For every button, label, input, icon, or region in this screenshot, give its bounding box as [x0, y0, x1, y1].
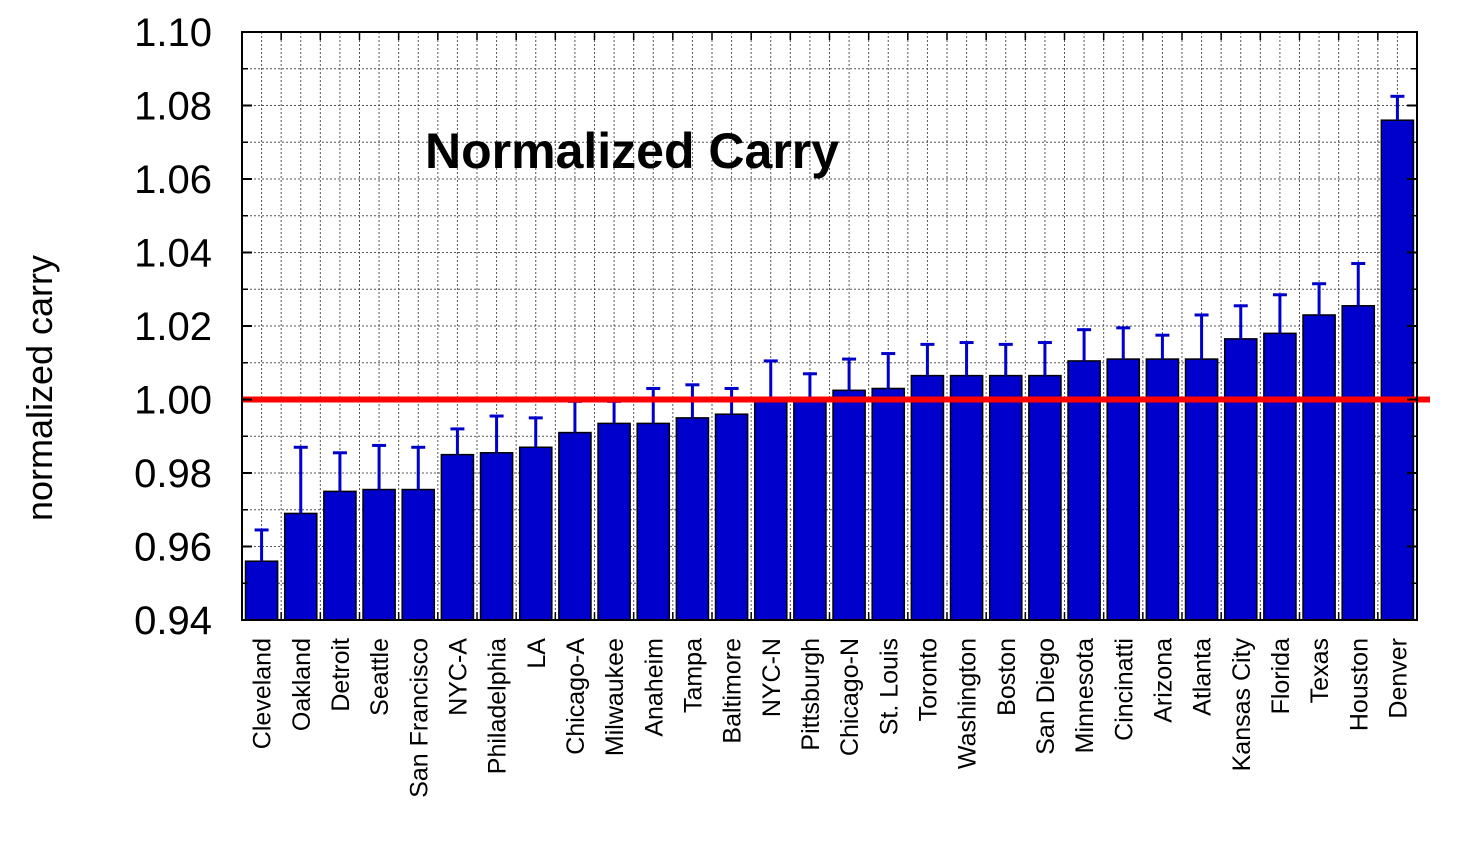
bar-boston — [988, 374, 1023, 621]
category-label: Baltimore — [719, 638, 747, 744]
category-label: Detroit — [327, 638, 355, 712]
y-tick-label: 0.94 — [134, 599, 212, 643]
category-label: Minnesota — [1071, 638, 1099, 753]
category-label: Anaheim — [640, 638, 668, 737]
bar-chicago-n — [832, 389, 866, 621]
category-label: Boston — [993, 638, 1021, 716]
bar-atlanta — [1184, 358, 1219, 621]
bar-washington — [949, 374, 984, 621]
category-label: Arizona — [1149, 638, 1177, 723]
bar-detroit — [323, 490, 357, 621]
y-axis-label: normalized carry — [19, 255, 60, 521]
category-label: Tampa — [679, 638, 707, 713]
bar-minnesota — [1067, 360, 1101, 621]
y-tick-label: 1.02 — [134, 305, 212, 349]
y-tick-label: 0.96 — [134, 526, 212, 570]
bar-milwaukee — [597, 422, 631, 621]
chart-title: Normalized Carry — [425, 123, 839, 179]
category-label: LA — [523, 638, 551, 669]
bar-denver — [1380, 119, 1415, 621]
y-tick-label: 0.98 — [134, 452, 212, 496]
bar-san-francisco — [401, 488, 436, 621]
category-label: St. Louis — [875, 638, 903, 735]
bar-kansas-city — [1223, 338, 1258, 621]
category-label: Texas — [1306, 638, 1334, 703]
category-label: Florida — [1267, 638, 1295, 715]
bar-florida — [1263, 332, 1297, 621]
bar-toronto — [910, 374, 945, 621]
category-label: San Diego — [1032, 638, 1060, 755]
bar-seattle — [362, 488, 396, 621]
category-label: Kansas City — [1228, 638, 1256, 772]
bar-houston — [1341, 305, 1376, 621]
category-label: Milwaukee — [601, 638, 629, 756]
category-label: Atlanta — [1189, 638, 1217, 716]
bar-arizona — [1145, 358, 1180, 621]
bar-tampa — [675, 417, 710, 621]
category-label: Pittsburgh — [797, 638, 825, 751]
y-tick-label: 1.10 — [134, 11, 212, 55]
bar-pittsburgh — [793, 400, 827, 621]
category-label: Oakland — [288, 638, 316, 731]
bar-philadelphia — [479, 452, 514, 621]
bar-baltimore — [714, 413, 749, 621]
bars — [244, 119, 1415, 621]
bar-oakland — [283, 512, 318, 621]
category-label: NYC-A — [444, 638, 472, 716]
category-label: Houston — [1345, 638, 1373, 731]
category-label: Chicago-A — [562, 638, 590, 755]
category-label: Cleveland — [249, 638, 277, 749]
y-tick-label: 1.00 — [134, 379, 212, 423]
category-label: Philadelphia — [484, 638, 512, 774]
category-label: Toronto — [914, 638, 942, 721]
labels: Cleveland Oakland Detroit Seattle San Franci… — [134, 11, 1412, 798]
bar-st-louis — [871, 387, 906, 621]
axes — [241, 31, 1418, 621]
bar-anaheim — [636, 422, 671, 621]
category-label: Cincinatti — [1110, 638, 1138, 741]
category-label: Seattle — [366, 638, 394, 716]
bar-la — [518, 446, 553, 621]
category-label: Denver — [1384, 638, 1412, 719]
bar-nyc-n — [753, 400, 788, 621]
category-label: NYC-N — [758, 638, 786, 717]
y-tick-label: 1.04 — [134, 232, 212, 276]
bar-san-diego — [1028, 374, 1062, 621]
y-tick-label: 1.08 — [134, 85, 212, 129]
bar-chicago-a — [558, 431, 592, 621]
bar-texas — [1302, 314, 1336, 621]
bar-nyc-a — [440, 453, 475, 621]
y-tick-label: 1.06 — [134, 158, 212, 202]
bar-cleveland — [244, 560, 279, 621]
category-label: Washington — [954, 638, 982, 769]
category-label: San Francisco — [405, 638, 433, 798]
category-label: Chicago-N — [836, 638, 864, 756]
